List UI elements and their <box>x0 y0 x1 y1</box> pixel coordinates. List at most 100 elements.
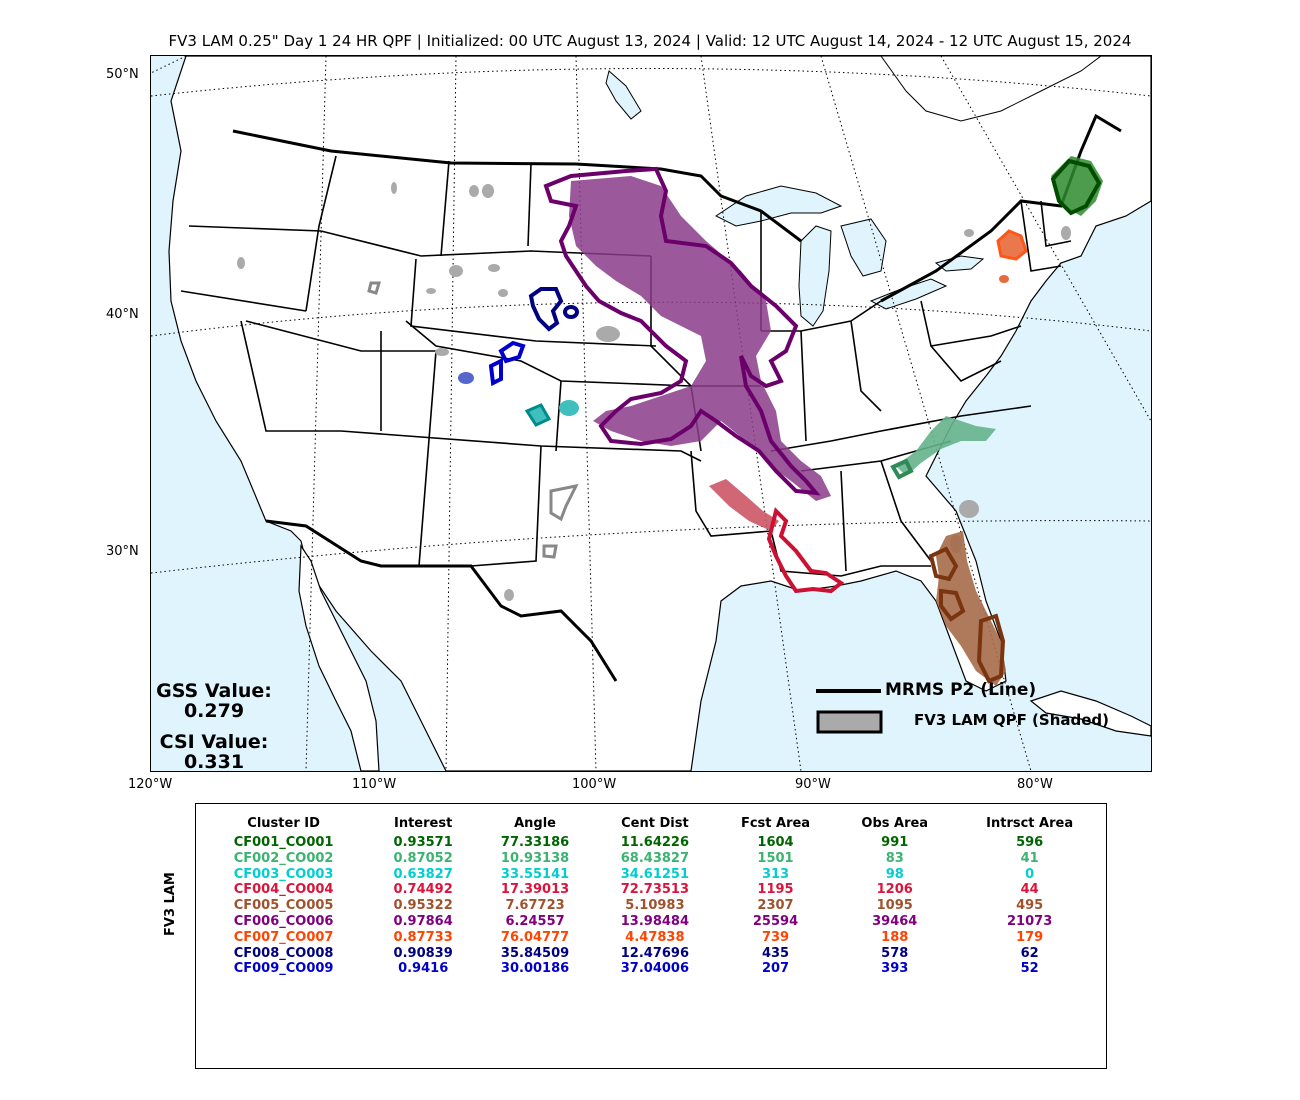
lon-label-110: 110°W <box>352 777 397 792</box>
table-cell: 83 <box>885 850 904 866</box>
cluster-cf001 <box>1050 156 1103 216</box>
table-cell: 0.97864 <box>393 913 453 929</box>
lake-winnipeg <box>605 70 642 120</box>
col-header: Cent Dist <box>621 816 689 831</box>
table-cell: 0.63827 <box>393 866 453 882</box>
cluster-cf002 <box>890 416 996 480</box>
table-cell: 1501 <box>757 850 794 866</box>
col-header: Interest <box>394 816 453 831</box>
csi-label: CSI Value: <box>159 731 269 753</box>
cluster-cf006 <box>543 166 831 501</box>
table-cell: 72.73513 <box>620 882 690 898</box>
lat-label-30: 30°N <box>106 544 139 559</box>
table-cell: CF001_CO001 <box>233 835 334 850</box>
table-cell: 179 <box>1016 929 1044 945</box>
hudson-bay-coast <box>880 56 1102 122</box>
boundaries <box>180 113 1122 682</box>
legend-shaded-label: FV3 LAM QPF (Shaded) <box>914 711 1110 729</box>
table-row: CF008_CO008 0.90839 35.84509 12.47696 435 578… <box>196 946 1106 962</box>
lake-superior <box>715 185 843 227</box>
table-cell: 2307 <box>757 898 794 914</box>
table-cell: 435 <box>761 945 790 961</box>
cuba <box>1029 690 1151 737</box>
col-header: Cluster ID <box>247 816 320 831</box>
lake-huron <box>840 218 887 277</box>
cluster-cf008 <box>528 287 579 332</box>
col-header: Intrsct Area <box>986 816 1074 831</box>
table-cell: 0.74492 <box>393 882 453 898</box>
table-cell: 11.64226 <box>620 835 690 850</box>
table-cell: CF005_CO005 <box>233 898 334 914</box>
table-cell: 41 <box>1020 850 1039 866</box>
table-cell: 578 <box>881 945 909 961</box>
table-cell: 207 <box>761 961 790 977</box>
table-cell: 991 <box>881 835 909 850</box>
table-cell: 1195 <box>757 882 794 898</box>
table-cell: 12.47696 <box>620 945 690 961</box>
lon-label-120: 120°W <box>128 777 173 792</box>
table-cell: 77.33186 <box>500 835 570 850</box>
table-row: CF009_CO009 0.9416 30.00186 37.04006 207 393 5… <box>196 961 1106 977</box>
table-cell: 6.24557 <box>505 913 565 929</box>
table-cell: 5.10983 <box>625 898 685 914</box>
map-canvas <box>151 56 1151 771</box>
table-cell: 52 <box>1020 961 1039 977</box>
table-row: CF002_CO002 0.87052 10.93138 68.43827 1501 83… <box>196 851 1106 867</box>
lon-label-100: 100°W <box>572 777 617 792</box>
cluster-cf004 <box>709 479 845 594</box>
lon-label-80: 80°W <box>1017 777 1053 792</box>
table-cell: 34.61251 <box>620 866 690 882</box>
table-cell: 21073 <box>1007 913 1053 929</box>
table-cell: 393 <box>881 961 909 977</box>
cluster-cf005 <box>928 531 1006 686</box>
table-cell: 495 <box>1016 898 1044 914</box>
unmatched-obs-outlines <box>367 281 579 559</box>
table-cell: 0.95322 <box>393 898 453 914</box>
table-cell: 1095 <box>876 898 913 914</box>
baja-peninsula <box>298 544 380 771</box>
table-cell: 1206 <box>876 882 913 898</box>
lat-label-40: 40°N <box>106 307 139 322</box>
table-cell: 0 <box>1025 866 1035 882</box>
stats-table-panel: Cluster ID Interest Angle Cent Dist Fcst… <box>195 803 1107 1069</box>
table-cell: CF004_CO004 <box>233 882 334 898</box>
lon-label-90: 90°W <box>795 777 831 792</box>
table-cell: CF006_CO006 <box>233 913 334 929</box>
table-cell: 188 <box>881 929 909 945</box>
legend-line-label: MRMS P2 (Line) <box>885 680 1037 700</box>
table-cell: 76.04777 <box>500 929 570 945</box>
gss-label: GSS Value: <box>156 680 272 702</box>
table-row: CF004_CO004 0.74492 17.39013 72.73513 1195 12… <box>196 882 1106 898</box>
table-cell: 0.87052 <box>393 850 453 866</box>
map-panel <box>150 55 1152 772</box>
table-cell: 62 <box>1020 945 1039 961</box>
table-cell: 30.00186 <box>500 961 570 977</box>
table-cell: 13.98484 <box>620 913 690 929</box>
chart-title: FV3 LAM 0.25" Day 1 24 HR QPF | Initiali… <box>168 32 1132 50</box>
gss-value: 0.279 <box>183 700 245 722</box>
col-header: Angle <box>514 816 557 831</box>
table-row: CF001_CO001 0.93571 77.33186 11.64226 1604 99… <box>196 835 1106 851</box>
table-cell: 10.93138 <box>500 850 570 866</box>
table-cell: 7.67723 <box>505 898 565 914</box>
table-cell: 37.04006 <box>620 961 690 977</box>
col-header: Obs Area <box>861 816 929 831</box>
cluster-cf003 <box>524 400 579 427</box>
table-cell: 0.87733 <box>393 929 453 945</box>
table-cell: 44 <box>1020 882 1039 898</box>
table-cell: 33.55141 <box>500 866 570 882</box>
table-cell: 98 <box>885 866 904 882</box>
table-cell: CF008_CO008 <box>233 945 334 961</box>
table-cell: 739 <box>761 929 790 945</box>
table-cell: 17.39013 <box>500 882 570 898</box>
table-cell: 313 <box>761 866 790 882</box>
table-cell: 0.9416 <box>398 961 449 977</box>
lake-michigan <box>798 225 832 327</box>
table-cell: 0.90839 <box>393 945 453 961</box>
table-cell: CF007_CO007 <box>233 929 334 945</box>
stats-table: Cluster ID Interest Angle Cent Dist Fcst… <box>196 816 1106 977</box>
table-cell: CF002_CO002 <box>233 850 334 866</box>
col-header: Fcst Area <box>740 816 811 831</box>
lat-label-50: 50°N <box>106 67 139 82</box>
csi-value: 0.331 <box>183 751 245 773</box>
